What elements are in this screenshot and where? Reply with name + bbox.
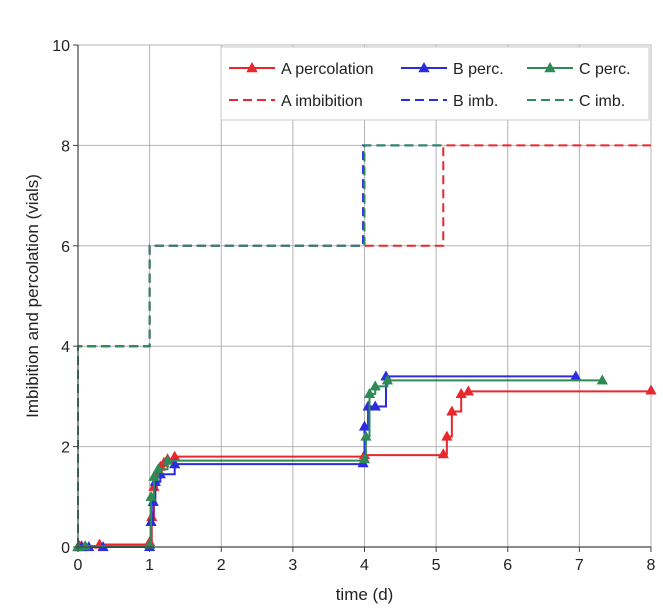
x-tick-label: 8: [647, 557, 656, 574]
y-axis-label: Imbibition and percolation (vials): [23, 174, 42, 418]
legend-swatch-marker: [418, 62, 430, 73]
y-tick-label: 4: [61, 339, 70, 356]
data-point: [149, 475, 162, 486]
data-point: [369, 400, 381, 411]
data-point: [358, 420, 371, 431]
x-tick-label: 4: [360, 557, 369, 574]
x-tick-label: 1: [145, 557, 154, 574]
x-tick-label: 0: [74, 557, 83, 574]
legend-item: C imb.: [527, 93, 625, 110]
x-tick-label: 5: [432, 557, 441, 574]
data-point: [145, 490, 157, 501]
data-point: [161, 454, 174, 465]
data-point: [437, 448, 449, 459]
legend-swatch-marker: [544, 62, 556, 73]
y-tick-label: 2: [61, 440, 70, 457]
legend-label: C imb.: [579, 93, 625, 110]
legend-swatch-marker: [246, 62, 258, 73]
data-point: [358, 453, 371, 464]
legend-item: A percolation: [229, 61, 374, 78]
data-point: [362, 400, 374, 411]
data-point: [462, 385, 475, 396]
series-c-perc: [72, 374, 608, 552]
y-tick-label: 8: [61, 138, 70, 155]
data-point: [148, 470, 160, 481]
y-tick-label: 6: [61, 239, 70, 256]
data-point: [441, 430, 453, 441]
legend-label: A percolation: [281, 61, 374, 78]
data-point: [381, 374, 394, 385]
legend-label: B perc.: [453, 61, 504, 78]
legend: A percolation B perc. C perc. A imbibition B…: [220, 46, 650, 121]
data-point: [446, 405, 458, 416]
x-tick-label: 2: [217, 557, 226, 574]
x-tick-label: 7: [575, 557, 584, 574]
data-point: [152, 463, 164, 474]
data-point: [645, 384, 657, 395]
data-point: [363, 387, 376, 398]
legend-label: A imbibition: [281, 93, 363, 110]
data-point: [596, 374, 608, 385]
legend-box: [220, 46, 650, 121]
x-axis-label: time (d): [336, 585, 394, 604]
y-tick-label: 10: [52, 38, 70, 55]
legend-item: C perc.: [527, 61, 631, 78]
x-tick-label: 6: [503, 557, 512, 574]
legend-item: A imbibition: [229, 93, 363, 110]
y-tick-label: 0: [61, 540, 70, 557]
data-point: [369, 380, 381, 391]
legend-label: B imb.: [453, 93, 498, 110]
legend-item: B imb.: [401, 93, 498, 110]
axes: 0 1 2 3 4 5 6 7 8 0 2 4 6 8 10: [52, 38, 655, 574]
data-point: [360, 430, 372, 441]
x-tick-label: 3: [288, 557, 297, 574]
legend-label: C perc.: [579, 61, 631, 78]
legend-item: B perc.: [401, 61, 504, 78]
